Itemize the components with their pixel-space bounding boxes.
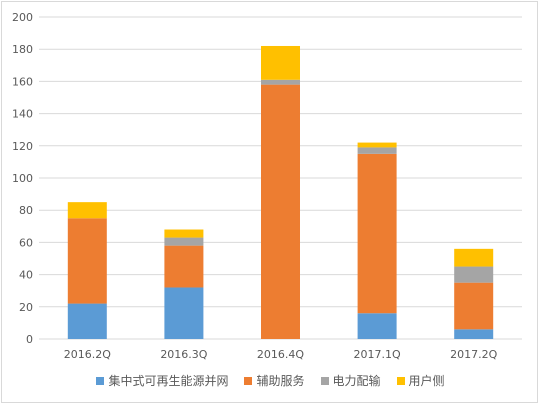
bar-segment-2016.4Q-3 <box>261 45 300 80</box>
bar-segment-2017.1Q-3 <box>357 142 397 148</box>
legend-item: 电力配输 <box>320 372 381 389</box>
legend: 集中式可再生能源并网 辅助服务 电力配输 用户侧 <box>0 372 541 389</box>
bar-segment-2016.3Q-3 <box>164 229 204 238</box>
legend-swatch <box>396 376 405 385</box>
bar-segment-2016.2Q-0 <box>67 303 107 339</box>
bar-segment-2017.1Q-0 <box>357 313 397 339</box>
bar-segment-2017.2Q-0 <box>454 329 494 339</box>
bar-segment-2017.1Q-2 <box>357 147 397 154</box>
y-tick-label: 180 <box>12 43 33 56</box>
bar-segment-2016.4Q-2 <box>261 79 300 85</box>
y-tick-label: 60 <box>19 236 33 249</box>
x-tick-label: 2017.1Q <box>354 348 401 361</box>
bar-segment-2017.2Q-1 <box>454 282 494 330</box>
legend-item: 用户侧 <box>396 372 445 389</box>
y-tick-label: 140 <box>12 108 33 121</box>
legend-label: 集中式可再生能源并网 <box>108 374 229 388</box>
bar-segment-2017.2Q-3 <box>454 248 494 267</box>
bar-segment-2017.2Q-2 <box>454 266 494 283</box>
y-tick-label: 80 <box>19 204 33 217</box>
bar-segment-2016.2Q-3 <box>67 202 107 219</box>
x-axis: 2016.2Q 2016.3Q 2016.4Q 2017.1Q 2017.2Q <box>64 348 498 361</box>
legend-item: 集中式可再生能源并网 <box>96 372 228 389</box>
y-tick-label: 120 <box>12 140 33 153</box>
bar-segment-2016.3Q-2 <box>164 237 204 246</box>
x-tick-label: 2016.4Q <box>257 348 304 361</box>
y-axis: 0 20 40 60 80 100 120 140 160 180 200 <box>12 11 33 346</box>
bars <box>67 45 494 340</box>
y-tick-label: 40 <box>19 269 33 282</box>
legend-swatch <box>96 376 105 385</box>
x-tick-label: 2017.2Q <box>450 348 497 361</box>
legend-label: 辅助服务 <box>256 374 305 388</box>
y-tick-label: 100 <box>12 172 33 185</box>
bar-segment-2016.2Q-1 <box>67 218 107 304</box>
x-tick-label: 2016.2Q <box>64 348 111 361</box>
y-tick-label: 0 <box>26 333 33 346</box>
bar-segment-2016.4Q-1 <box>261 84 300 340</box>
legend-label: 用户侧 <box>408 374 445 388</box>
bar-segment-2016.3Q-0 <box>164 287 204 339</box>
legend-item: 辅助服务 <box>244 372 305 389</box>
legend-swatch <box>244 376 253 385</box>
y-tick-label: 20 <box>19 301 33 314</box>
y-tick-label: 160 <box>12 75 33 88</box>
x-tick-label: 2016.3Q <box>160 348 207 361</box>
bar-segment-2016.3Q-1 <box>164 245 204 288</box>
legend-label: 电力配输 <box>332 374 381 388</box>
legend-swatch <box>320 376 329 385</box>
y-tick-label: 200 <box>12 11 33 24</box>
bar-segment-2017.1Q-1 <box>357 153 397 314</box>
